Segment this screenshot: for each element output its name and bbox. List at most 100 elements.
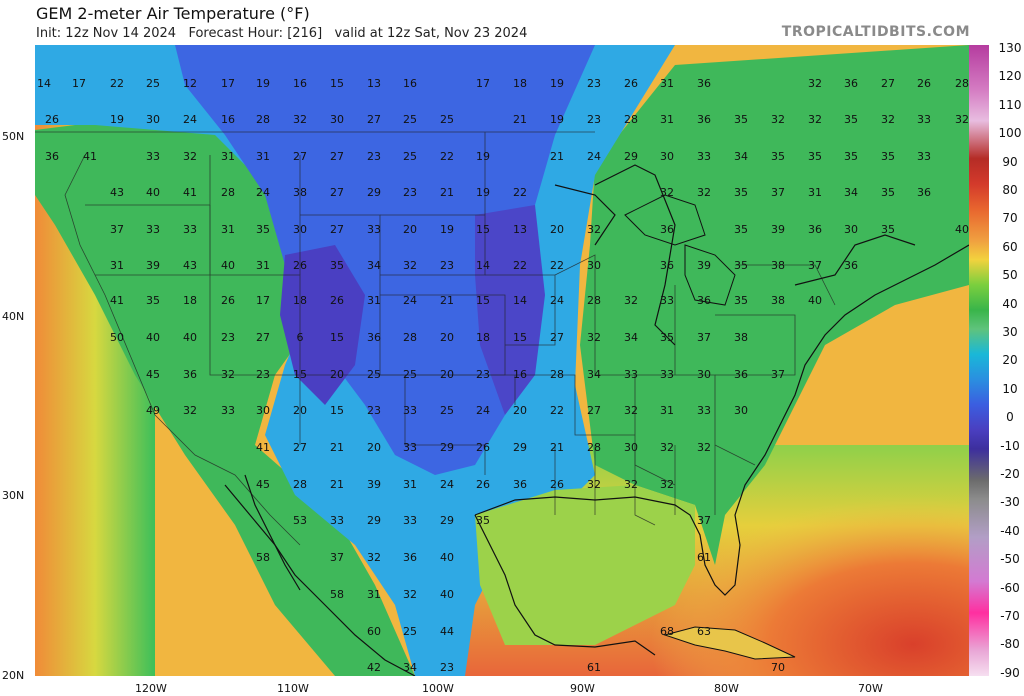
station-temp-value: 28 xyxy=(587,294,601,307)
colorbar-tick-label: 20 xyxy=(1002,353,1018,368)
station-temp-value: 16 xyxy=(221,113,235,126)
station-temp-value: 58 xyxy=(330,588,344,601)
lat-label-20n: 20N xyxy=(2,669,25,682)
temperature-map[interactable]: 14 17 22 25 12 17 19 16 15 13 16 17 18 19 23 26 31 36 32 36… xyxy=(35,45,969,676)
station-temp-value: 22 xyxy=(513,186,527,199)
colorbar-tick-label: 110 xyxy=(998,97,1022,112)
station-temp-value: 27 xyxy=(330,150,344,163)
station-temp-value: 28 xyxy=(293,478,307,491)
lakes xyxy=(624,194,736,306)
station-temp-value: 35 xyxy=(330,259,344,272)
station-temp-value: 39 xyxy=(771,223,785,236)
station-temp-value: 31 xyxy=(367,294,381,307)
station-temp-value: 34 xyxy=(587,368,601,381)
station-temp-value: 34 xyxy=(624,331,638,344)
station-temp-value: 17 xyxy=(476,77,490,90)
station-temp-value: 23 xyxy=(256,368,270,381)
station-temp-value: 31 xyxy=(808,186,822,199)
station-temp-value: 20 xyxy=(513,404,527,417)
station-temp-value: 33 xyxy=(403,441,417,454)
station-temp-value: 26 xyxy=(293,259,307,272)
station-temp-value: 37 xyxy=(771,368,785,381)
station-temp-value: 15 xyxy=(330,404,344,417)
station-temp-value: 34 xyxy=(844,186,858,199)
station-temp-value: 19 xyxy=(256,77,270,90)
colorbar-tick-label: -90 xyxy=(1000,665,1020,680)
station-temp-value: 32 xyxy=(403,259,417,272)
station-temp-value: 15 xyxy=(476,223,490,236)
station-temp-value: 27 xyxy=(293,150,307,163)
station-temp-value: 25 xyxy=(367,368,381,381)
station-temp-value: 23 xyxy=(367,150,381,163)
station-temp-value: 32 xyxy=(367,551,381,564)
station-temp-value: 31 xyxy=(256,150,270,163)
station-temp-value: 35 xyxy=(734,294,748,307)
colorbar-tick-label: -80 xyxy=(1000,637,1020,652)
station-temp-value: 20 xyxy=(367,441,381,454)
station-temp-value: 40 xyxy=(808,294,822,307)
station-temp-value: 24 xyxy=(440,478,454,491)
lat-label-30n: 30N xyxy=(2,489,25,502)
station-temp-value: 36 xyxy=(513,478,527,491)
station-temp-value: 30 xyxy=(624,441,638,454)
station-temp-value: 36 xyxy=(844,259,858,272)
station-temp-value: 25 xyxy=(146,77,160,90)
station-temp-value: 13 xyxy=(513,223,527,236)
station-temp-value: 35 xyxy=(844,113,858,126)
station-temp-value: 22 xyxy=(513,259,527,272)
station-temp-value: 18 xyxy=(183,294,197,307)
station-temp-value: 28 xyxy=(221,186,235,199)
station-temp-value: 25 xyxy=(440,113,454,126)
colorbar-tick-label: 60 xyxy=(1002,239,1018,254)
station-values: 14 17 22 25 12 17 19 16 15 13 16 17 18 19 23 26 31 36 32 36… xyxy=(37,77,969,674)
station-temp-value: 33 xyxy=(403,404,417,417)
station-temp-value: 19 xyxy=(476,186,490,199)
station-temp-value: 27 xyxy=(256,331,270,344)
station-temp-value: 33 xyxy=(917,150,931,163)
station-temp-value: 32 xyxy=(660,441,674,454)
station-temp-value: 28 xyxy=(587,441,601,454)
station-temp-value: 32 xyxy=(624,404,638,417)
station-temp-value: 36 xyxy=(45,150,59,163)
station-temp-value: 23 xyxy=(476,368,490,381)
station-temp-value: 43 xyxy=(183,259,197,272)
colorbar-tick-label: -50 xyxy=(1000,552,1020,567)
station-temp-value: 37 xyxy=(808,259,822,272)
station-temp-value: 33 xyxy=(917,113,931,126)
colorbar-tick-label: 40 xyxy=(1002,296,1018,311)
colorbar-tick-label: 80 xyxy=(1002,183,1018,197)
colorbar-tick-label: -30 xyxy=(1000,495,1020,510)
station-temp-value: 33 xyxy=(660,368,674,381)
station-temp-value: 30 xyxy=(697,368,711,381)
station-temp-value: 20 xyxy=(440,331,454,344)
station-temp-value: 32 xyxy=(660,478,674,491)
station-temp-value: 15 xyxy=(330,331,344,344)
station-temp-value: 20 xyxy=(330,368,344,381)
station-temp-value: 20 xyxy=(293,404,307,417)
station-temp-value: 35 xyxy=(844,150,858,163)
station-temp-value: 37 xyxy=(110,223,124,236)
station-temp-value: 29 xyxy=(367,186,381,199)
station-temp-value: 24 xyxy=(550,294,564,307)
station-temp-value: 20 xyxy=(440,368,454,381)
station-temp-value: 31 xyxy=(256,259,270,272)
colorbar-tick-label: -10 xyxy=(1000,438,1020,453)
colorbar-tick-label: 90 xyxy=(1002,154,1018,169)
station-temp-value: 33 xyxy=(221,404,235,417)
coastlines xyxy=(224,164,969,676)
station-temp-value: 19 xyxy=(110,113,124,126)
station-temp-value: 29 xyxy=(440,514,454,527)
station-temp-value: 27 xyxy=(330,223,344,236)
station-temp-value: 20 xyxy=(550,223,564,236)
station-temp-value: 16 xyxy=(293,77,307,90)
station-temp-value: 19 xyxy=(476,150,490,163)
station-temp-value: 43 xyxy=(110,186,124,199)
station-temp-value: 16 xyxy=(513,368,527,381)
site-brand[interactable]: TROPICALTIDBITS.COM xyxy=(781,24,970,40)
station-temp-value: 32 xyxy=(221,368,235,381)
station-temp-value: 21 xyxy=(330,441,344,454)
station-temp-value: 32 xyxy=(624,294,638,307)
station-temp-value: 21 xyxy=(550,441,564,454)
station-temp-value: 41 xyxy=(83,150,97,163)
station-temp-value: 31 xyxy=(367,588,381,601)
